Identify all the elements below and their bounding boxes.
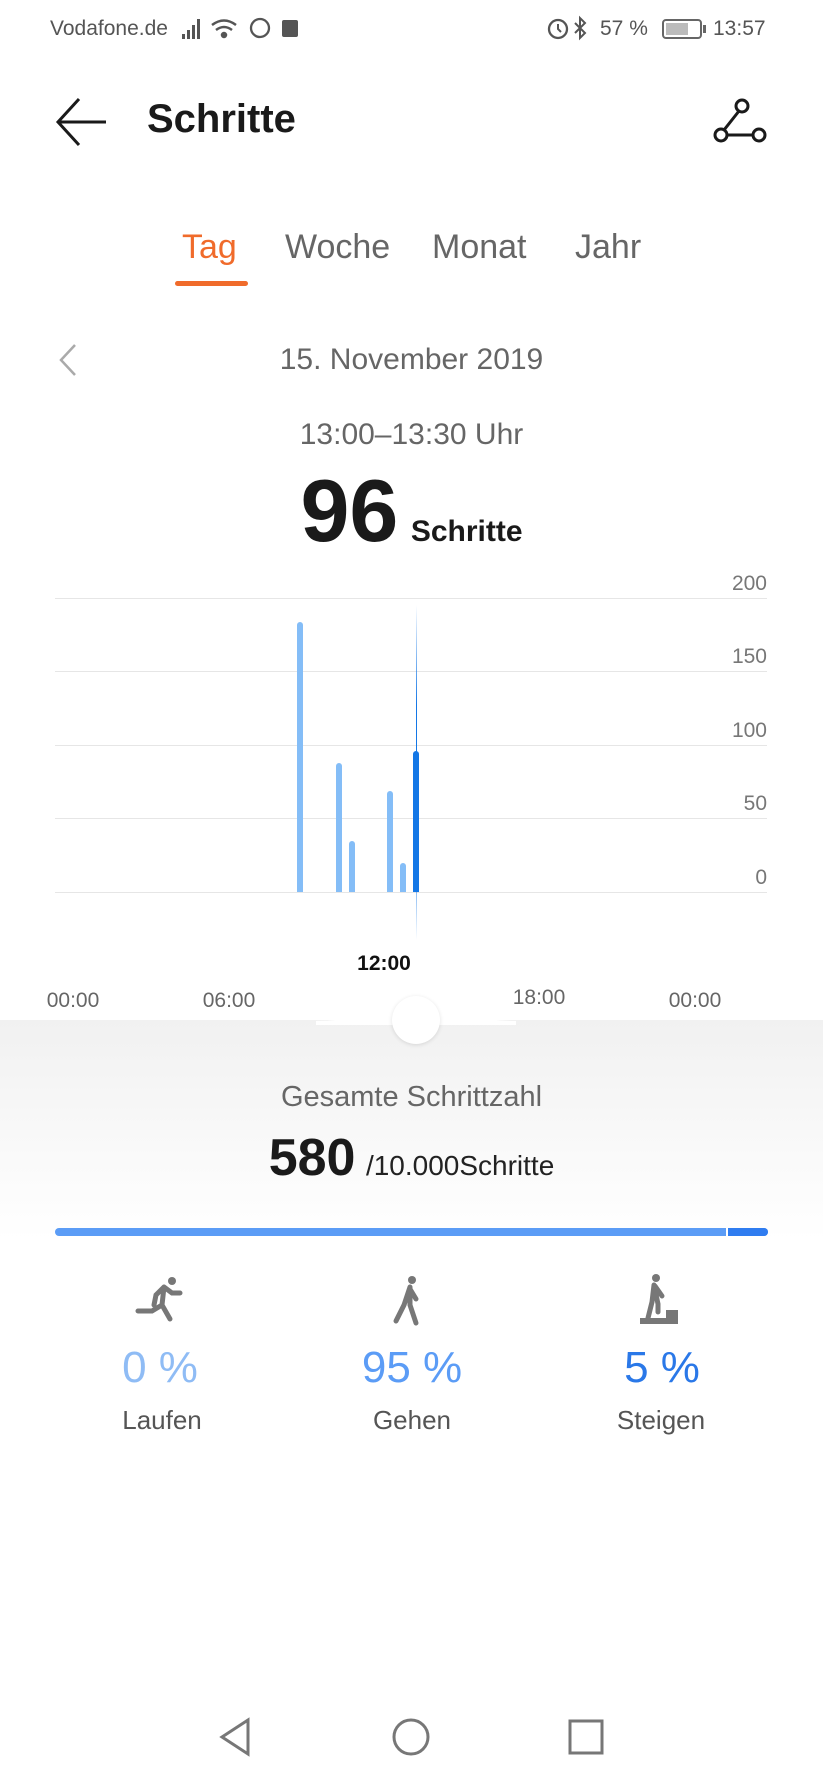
- battery-icon: [662, 19, 706, 39]
- selected-x-label: 12:00: [357, 952, 411, 975]
- walking-icon: [393, 1276, 419, 1326]
- nav-home-icon[interactable]: [391, 1717, 431, 1757]
- gridline: [55, 818, 767, 819]
- previous-day-chevron-icon[interactable]: [56, 343, 80, 377]
- alarm-bluetooth-icons: [547, 15, 587, 41]
- stairs-label: Steigen: [616, 1405, 706, 1435]
- chart-bar[interactable]: [335, 762, 342, 892]
- walking-percent: 95 %: [361, 1343, 463, 1392]
- x-tick-label: 18:00: [512, 986, 566, 1009]
- bluetooth-icon: [574, 15, 587, 41]
- whatsapp-icon: [249, 17, 271, 39]
- selected-range: 13:00–13:30 Uhr: [299, 418, 524, 451]
- running-percent: 0 %: [122, 1343, 198, 1392]
- y-tick-label: 100: [731, 719, 767, 742]
- activity-progress-bar: [55, 1228, 768, 1236]
- tab-jahr[interactable]: Jahr: [575, 228, 642, 266]
- stairs-percent: 5 %: [624, 1343, 700, 1392]
- page-title: Schritte: [147, 97, 296, 141]
- chart-bar[interactable]: [348, 840, 355, 892]
- chart-bar[interactable]: [296, 621, 303, 892]
- time-slider-handle[interactable]: [392, 996, 440, 1044]
- y-tick-label: 0: [755, 866, 767, 889]
- chart-bar[interactable]: [413, 750, 420, 892]
- x-tick-label: 06:00: [202, 989, 256, 1012]
- y-tick-label: 150: [731, 645, 767, 668]
- date-label: 15. November 2019: [279, 343, 544, 376]
- stairs-segment: [726, 1228, 768, 1236]
- tab-tag[interactable]: Tag: [182, 228, 237, 266]
- gridline: [55, 892, 767, 893]
- active-tab-indicator: [175, 281, 248, 286]
- x-tick-label: 00:00: [46, 989, 100, 1012]
- selected-steps: 96: [300, 461, 399, 560]
- running-label: Laufen: [122, 1405, 202, 1435]
- back-arrow-icon[interactable]: [55, 96, 109, 148]
- clock: 13:57: [713, 17, 766, 40]
- gridline: [55, 671, 767, 672]
- y-tick-label: 200: [731, 572, 767, 595]
- wifi-icon: [211, 19, 237, 39]
- total-steps: 580: [268, 1129, 356, 1187]
- message-icon: [282, 20, 298, 37]
- stairs-icon: [640, 1274, 678, 1324]
- battery-percent: 57 %: [600, 17, 648, 40]
- carrier-label: Vodafone.de: [50, 17, 168, 40]
- total-label: Gesamte Schrittzahl: [280, 1081, 543, 1113]
- summary-panel: [0, 1020, 823, 1240]
- nav-recents-icon[interactable]: [567, 1718, 605, 1756]
- walking-label: Gehen: [372, 1405, 452, 1435]
- chart-bar[interactable]: [400, 862, 407, 892]
- share-route-icon[interactable]: [712, 97, 768, 145]
- nav-back-icon[interactable]: [216, 1717, 256, 1757]
- tab-monat[interactable]: Monat: [432, 228, 527, 266]
- signal-icon: [182, 19, 200, 39]
- y-tick-label: 50: [743, 792, 767, 815]
- selected-value: 96 Schritte: [0, 460, 823, 560]
- status-icons: [182, 17, 298, 39]
- gridline: [55, 598, 767, 599]
- steps-chart[interactable]: 200 150 100 50 0 12:00: [0, 0, 823, 1020]
- total-row: 580 /10.000Schritte: [0, 1128, 823, 1188]
- selected-unit: Schritte: [410, 515, 523, 548]
- tab-woche[interactable]: Woche: [285, 228, 391, 266]
- running-icon: [135, 1277, 183, 1322]
- alarm-icon: [547, 18, 569, 40]
- x-tick-label: 00:00: [668, 989, 722, 1012]
- goal-label: /10.000Schritte: [365, 1150, 555, 1181]
- gridline: [55, 745, 767, 746]
- chart-bar[interactable]: [387, 790, 394, 892]
